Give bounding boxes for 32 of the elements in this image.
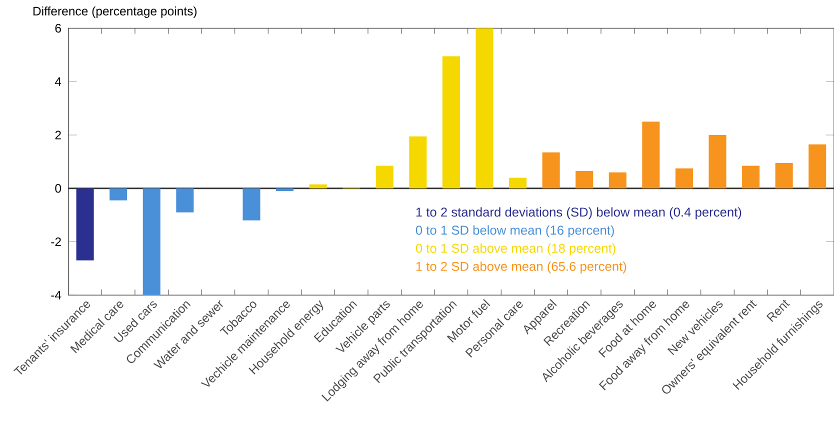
- bar: [110, 188, 128, 201]
- bar: [176, 188, 194, 213]
- bar: [642, 122, 660, 189]
- text: 1 to 2 standard deviations (SD) below mean (0.4 percent): [416, 207, 742, 220]
- bar: [242, 188, 260, 221]
- text: 1 to 2 SD above mean (65.6 percent): [416, 262, 626, 274]
- y-tick-label: -2: [51, 238, 61, 246]
- bar: [775, 163, 793, 189]
- y-tick-label: -4: [51, 291, 62, 300]
- bar: [409, 136, 427, 189]
- text: 0 to 1 SD above mean (18 percent): [416, 244, 616, 256]
- bar: [509, 178, 527, 189]
- bar: [576, 171, 594, 189]
- text: 0 to 1 SD below mean (16 percent): [416, 225, 614, 238]
- y-tick-label: 6: [55, 24, 61, 33]
- bar: [542, 152, 560, 189]
- y-tick-label: 2: [55, 130, 61, 140]
- bar: [142, 188, 160, 296]
- bar: [476, 28, 494, 189]
- bar: [675, 168, 693, 189]
- y-tick-label: 0: [55, 184, 62, 193]
- bar: [309, 184, 327, 189]
- y-axis-title: Difference (percentage points): [33, 6, 197, 18]
- bar: [76, 188, 94, 261]
- bar: [742, 166, 760, 189]
- bar: [608, 172, 626, 189]
- bar: [376, 166, 394, 189]
- bar: [442, 56, 460, 189]
- bar: [808, 144, 826, 189]
- bar: [708, 135, 726, 189]
- y-tick-label: 4: [54, 78, 62, 86]
- bar: [276, 188, 294, 192]
